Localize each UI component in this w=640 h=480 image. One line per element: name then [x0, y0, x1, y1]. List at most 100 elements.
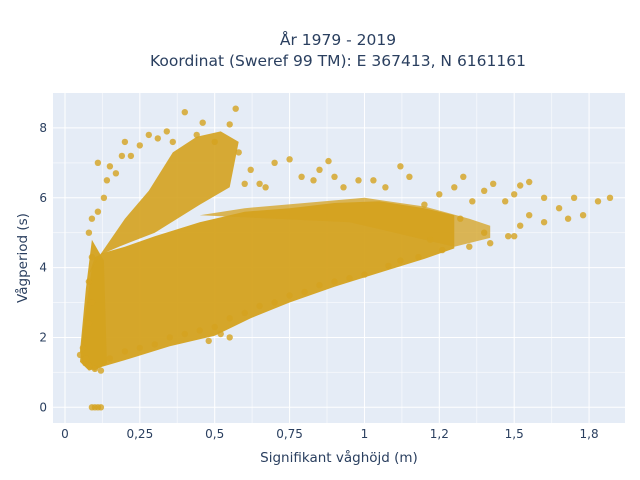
scatter-point — [118, 152, 126, 160]
scatter-point — [481, 187, 488, 194]
scatter-point — [511, 233, 518, 240]
chart-title-line-1: År 1979 - 2019 — [280, 30, 396, 49]
scatter-point — [316, 281, 323, 289]
scatter-right-lobe — [199, 197, 491, 247]
scatter-point — [112, 170, 120, 177]
scatter-point — [91, 365, 99, 373]
scatter-point — [205, 337, 212, 345]
scatter-point — [88, 299, 96, 306]
scatter-point — [271, 299, 278, 306]
scatter-point — [256, 180, 263, 187]
scatter-point — [415, 253, 422, 261]
scatter-point — [136, 142, 143, 149]
x-tick-label: 0 — [61, 427, 69, 441]
scatter-point — [85, 362, 93, 369]
y-axis-ticks: 0 2 4 6 8 — [39, 121, 47, 414]
scatter-point — [106, 163, 114, 170]
scatter-point — [85, 320, 93, 327]
scatter-point — [340, 184, 347, 191]
scatter-point — [226, 121, 233, 128]
scatter-point — [262, 184, 269, 191]
scatter-point — [406, 173, 413, 180]
x-axis-label: Signifikant våghöjd (m) — [260, 449, 418, 466]
scatter-point — [382, 184, 389, 191]
scatter-point — [361, 271, 368, 278]
scatter-point — [241, 180, 248, 187]
scatter-point — [451, 184, 458, 191]
scatter-point — [427, 236, 434, 243]
scatter-point — [196, 327, 203, 334]
scatter-point — [481, 229, 488, 236]
scatter-point — [169, 138, 176, 146]
scatter-point — [301, 288, 308, 296]
scatter-point — [121, 348, 129, 355]
x-tick-label: 1,8 — [580, 427, 599, 441]
scatter-point — [271, 159, 278, 166]
scatter-point — [505, 233, 512, 240]
scatter-point — [517, 182, 524, 189]
scatter-point — [226, 315, 233, 322]
scatter-upper-lobe — [88, 131, 239, 275]
scatter-point — [121, 138, 129, 146]
scatter-point — [154, 135, 161, 142]
x-tick-label: 0,5 — [205, 427, 224, 441]
x-tick-label: 1,2 — [430, 427, 449, 441]
scatter-point — [241, 309, 248, 317]
y-tick-label: 4 — [39, 261, 47, 275]
scatter-point — [331, 173, 338, 180]
scatter-point — [85, 229, 93, 236]
scatter-point — [526, 212, 533, 219]
scatter-point — [76, 351, 84, 359]
y-tick-label: 0 — [39, 400, 47, 414]
scatter-point — [564, 215, 572, 222]
scatter-point — [106, 355, 114, 362]
scatter-point — [127, 152, 135, 160]
x-tick-label: 1,5 — [505, 427, 524, 441]
scatter-point — [211, 138, 218, 146]
scatter-point — [211, 323, 218, 331]
scatter-point — [457, 215, 464, 222]
scatter-point — [325, 157, 332, 165]
scatter-point — [97, 367, 105, 374]
scatter-point — [79, 344, 87, 352]
scatter-point — [286, 156, 293, 163]
scatter-points — [76, 105, 614, 411]
scatter-point — [298, 173, 305, 180]
scatter-point — [606, 194, 614, 201]
x-tick-label: 1 — [361, 427, 369, 441]
scatter-point — [181, 109, 188, 116]
scatter-point — [331, 278, 338, 285]
scatter-point — [487, 240, 494, 247]
scatter-point — [256, 302, 263, 310]
scatter-point — [166, 334, 173, 341]
scatter-point — [570, 194, 578, 201]
scatter-point — [370, 177, 377, 184]
y-axis-label: Vågperiod (s) — [14, 213, 31, 303]
scatter-point — [94, 159, 102, 166]
scatter-point — [145, 131, 152, 139]
scatter-point — [502, 198, 509, 205]
scatter-point — [397, 257, 404, 264]
scatter-point — [579, 212, 587, 219]
scatter-point — [100, 194, 108, 201]
scatter-point — [540, 219, 548, 226]
scatter-point — [163, 128, 170, 135]
scatter-point — [490, 180, 497, 187]
scatter-point — [310, 177, 317, 184]
scatter-point — [316, 166, 323, 173]
x-tick-label: 0,25 — [126, 427, 153, 441]
scatter-point — [226, 334, 233, 341]
scatter-point — [540, 194, 548, 201]
scatter-point — [85, 278, 93, 285]
scatter-point — [232, 105, 239, 112]
scatter-point — [247, 166, 254, 173]
scatter-point — [199, 119, 206, 126]
y-tick-label: 6 — [39, 191, 47, 205]
scatter-point — [555, 205, 563, 212]
scatter-point — [466, 243, 473, 250]
scatter-point — [103, 177, 111, 184]
x-axis-ticks: 0 0,25 0,5 0,75 1 1,2 1,5 1,8 — [61, 427, 598, 441]
scatter-point — [286, 292, 293, 299]
scatter-point — [82, 355, 90, 362]
